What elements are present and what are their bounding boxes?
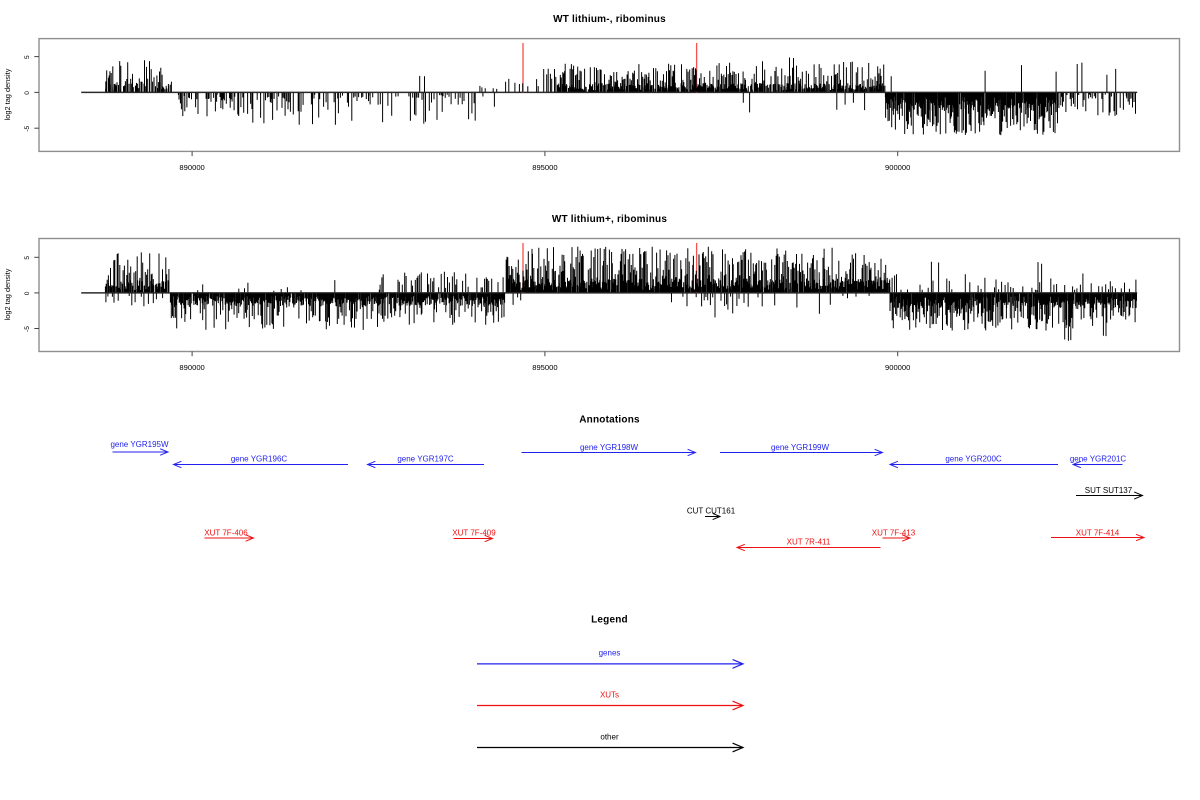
svg-text:gene YGR198W: gene YGR198W bbox=[580, 443, 639, 452]
svg-text:log2 tag density: log2 tag density bbox=[3, 268, 12, 320]
svg-text:890000: 890000 bbox=[179, 363, 204, 372]
svg-text:XUT 7F-413: XUT 7F-413 bbox=[872, 529, 916, 538]
svg-text:log2 tag density: log2 tag density bbox=[3, 68, 12, 120]
svg-text:XUT 7F-406: XUT 7F-406 bbox=[204, 529, 248, 538]
svg-text:WT lithium+, ribominus: WT lithium+, ribominus bbox=[552, 214, 667, 225]
svg-text:CUT CUT161: CUT CUT161 bbox=[687, 507, 736, 516]
svg-text:XUT 7R-411: XUT 7R-411 bbox=[787, 538, 831, 547]
svg-text:-5: -5 bbox=[24, 125, 31, 131]
svg-text:gene YGR199W: gene YGR199W bbox=[771, 443, 830, 452]
svg-text:XUT 7F-414: XUT 7F-414 bbox=[1076, 529, 1120, 538]
svg-text:gene YGR201C: gene YGR201C bbox=[1070, 455, 1127, 464]
svg-text:895000: 895000 bbox=[532, 163, 557, 172]
svg-text:5: 5 bbox=[24, 256, 31, 260]
svg-text:WT lithium-, ribominus: WT lithium-, ribominus bbox=[553, 14, 666, 25]
svg-text:other: other bbox=[600, 733, 619, 742]
svg-text:XUT 7F-409: XUT 7F-409 bbox=[452, 529, 496, 538]
svg-text:XUTs: XUTs bbox=[600, 691, 619, 700]
svg-text:0: 0 bbox=[24, 91, 31, 95]
svg-text:0: 0 bbox=[24, 291, 31, 295]
svg-text:SUT SUT137: SUT SUT137 bbox=[1085, 486, 1133, 495]
svg-text:gene YGR195W: gene YGR195W bbox=[110, 440, 169, 449]
svg-text:Legend: Legend bbox=[591, 615, 628, 626]
svg-text:Annotations: Annotations bbox=[579, 415, 640, 426]
svg-text:gene YGR196C: gene YGR196C bbox=[231, 455, 288, 464]
svg-text:genes: genes bbox=[599, 649, 621, 658]
svg-text:gene YGR200C: gene YGR200C bbox=[945, 455, 1002, 464]
svg-text:890000: 890000 bbox=[179, 163, 204, 172]
svg-text:5: 5 bbox=[24, 55, 31, 59]
svg-text:895000: 895000 bbox=[532, 363, 557, 372]
svg-text:900000: 900000 bbox=[885, 163, 910, 172]
svg-text:900000: 900000 bbox=[885, 363, 910, 372]
svg-text:gene YGR197C: gene YGR197C bbox=[397, 455, 454, 464]
svg-text:-5: -5 bbox=[24, 326, 31, 332]
